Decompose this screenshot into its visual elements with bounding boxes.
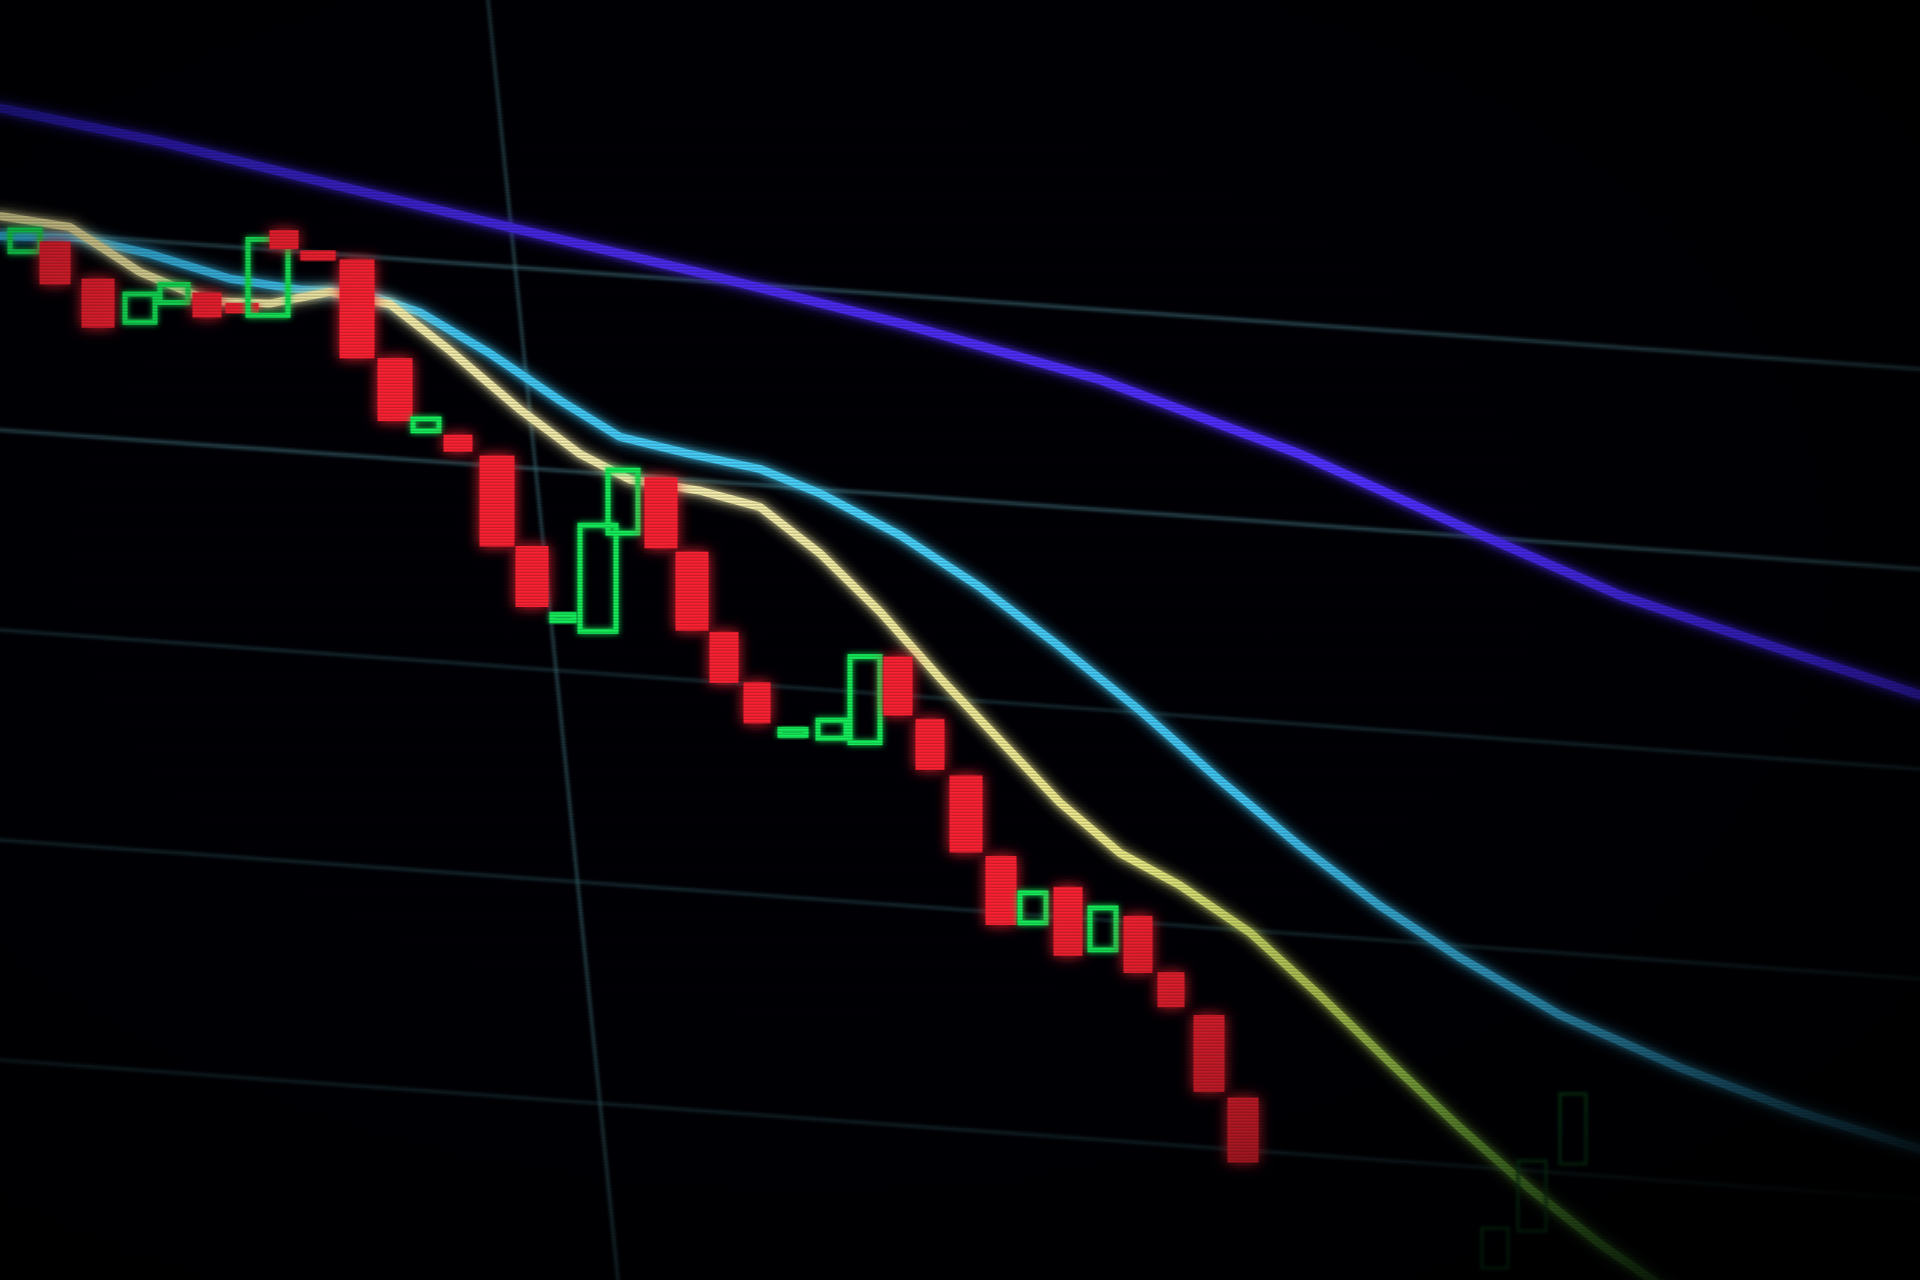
candlestick <box>1017 842 1049 935</box>
candlestick <box>915 707 945 788</box>
candlestick <box>847 652 883 783</box>
candlestick <box>1558 1053 1588 1214</box>
candlestick <box>157 272 191 345</box>
candlestick <box>777 637 809 742</box>
candlestick <box>1227 1090 1259 1171</box>
candlestick <box>1193 1009 1225 1100</box>
candlestick <box>339 250 375 444</box>
candlestick <box>1123 910 1153 983</box>
candlestick <box>883 645 913 726</box>
candlestick <box>1053 871 1083 968</box>
candlestick <box>479 449 515 554</box>
candlestick <box>644 469 678 558</box>
candlestick <box>269 210 299 269</box>
candlestick <box>549 520 577 731</box>
candlestick <box>675 540 709 641</box>
gridline-horizontal <box>0 838 1920 981</box>
candlestick <box>949 767 983 862</box>
gridline-horizontal <box>0 428 1920 571</box>
candlestick <box>743 670 771 735</box>
candlestick <box>1087 889 1119 960</box>
candle-body-hollow <box>225 303 259 314</box>
candlestick <box>300 205 336 336</box>
candlestick <box>1157 964 1185 1013</box>
gridline-horizontal <box>0 1058 1920 1201</box>
candlestick <box>443 425 473 476</box>
candlestick <box>377 348 413 429</box>
candlestick <box>515 540 549 613</box>
candlestick <box>985 846 1017 935</box>
candlestick <box>709 620 739 699</box>
candle-body-hollow <box>300 250 336 261</box>
candlestick <box>815 670 849 891</box>
candlestick <box>81 265 115 340</box>
candlestick <box>577 522 619 714</box>
candlestick <box>122 288 158 361</box>
candlestick <box>410 412 442 449</box>
ma-line-halo <box>0 98 1920 705</box>
